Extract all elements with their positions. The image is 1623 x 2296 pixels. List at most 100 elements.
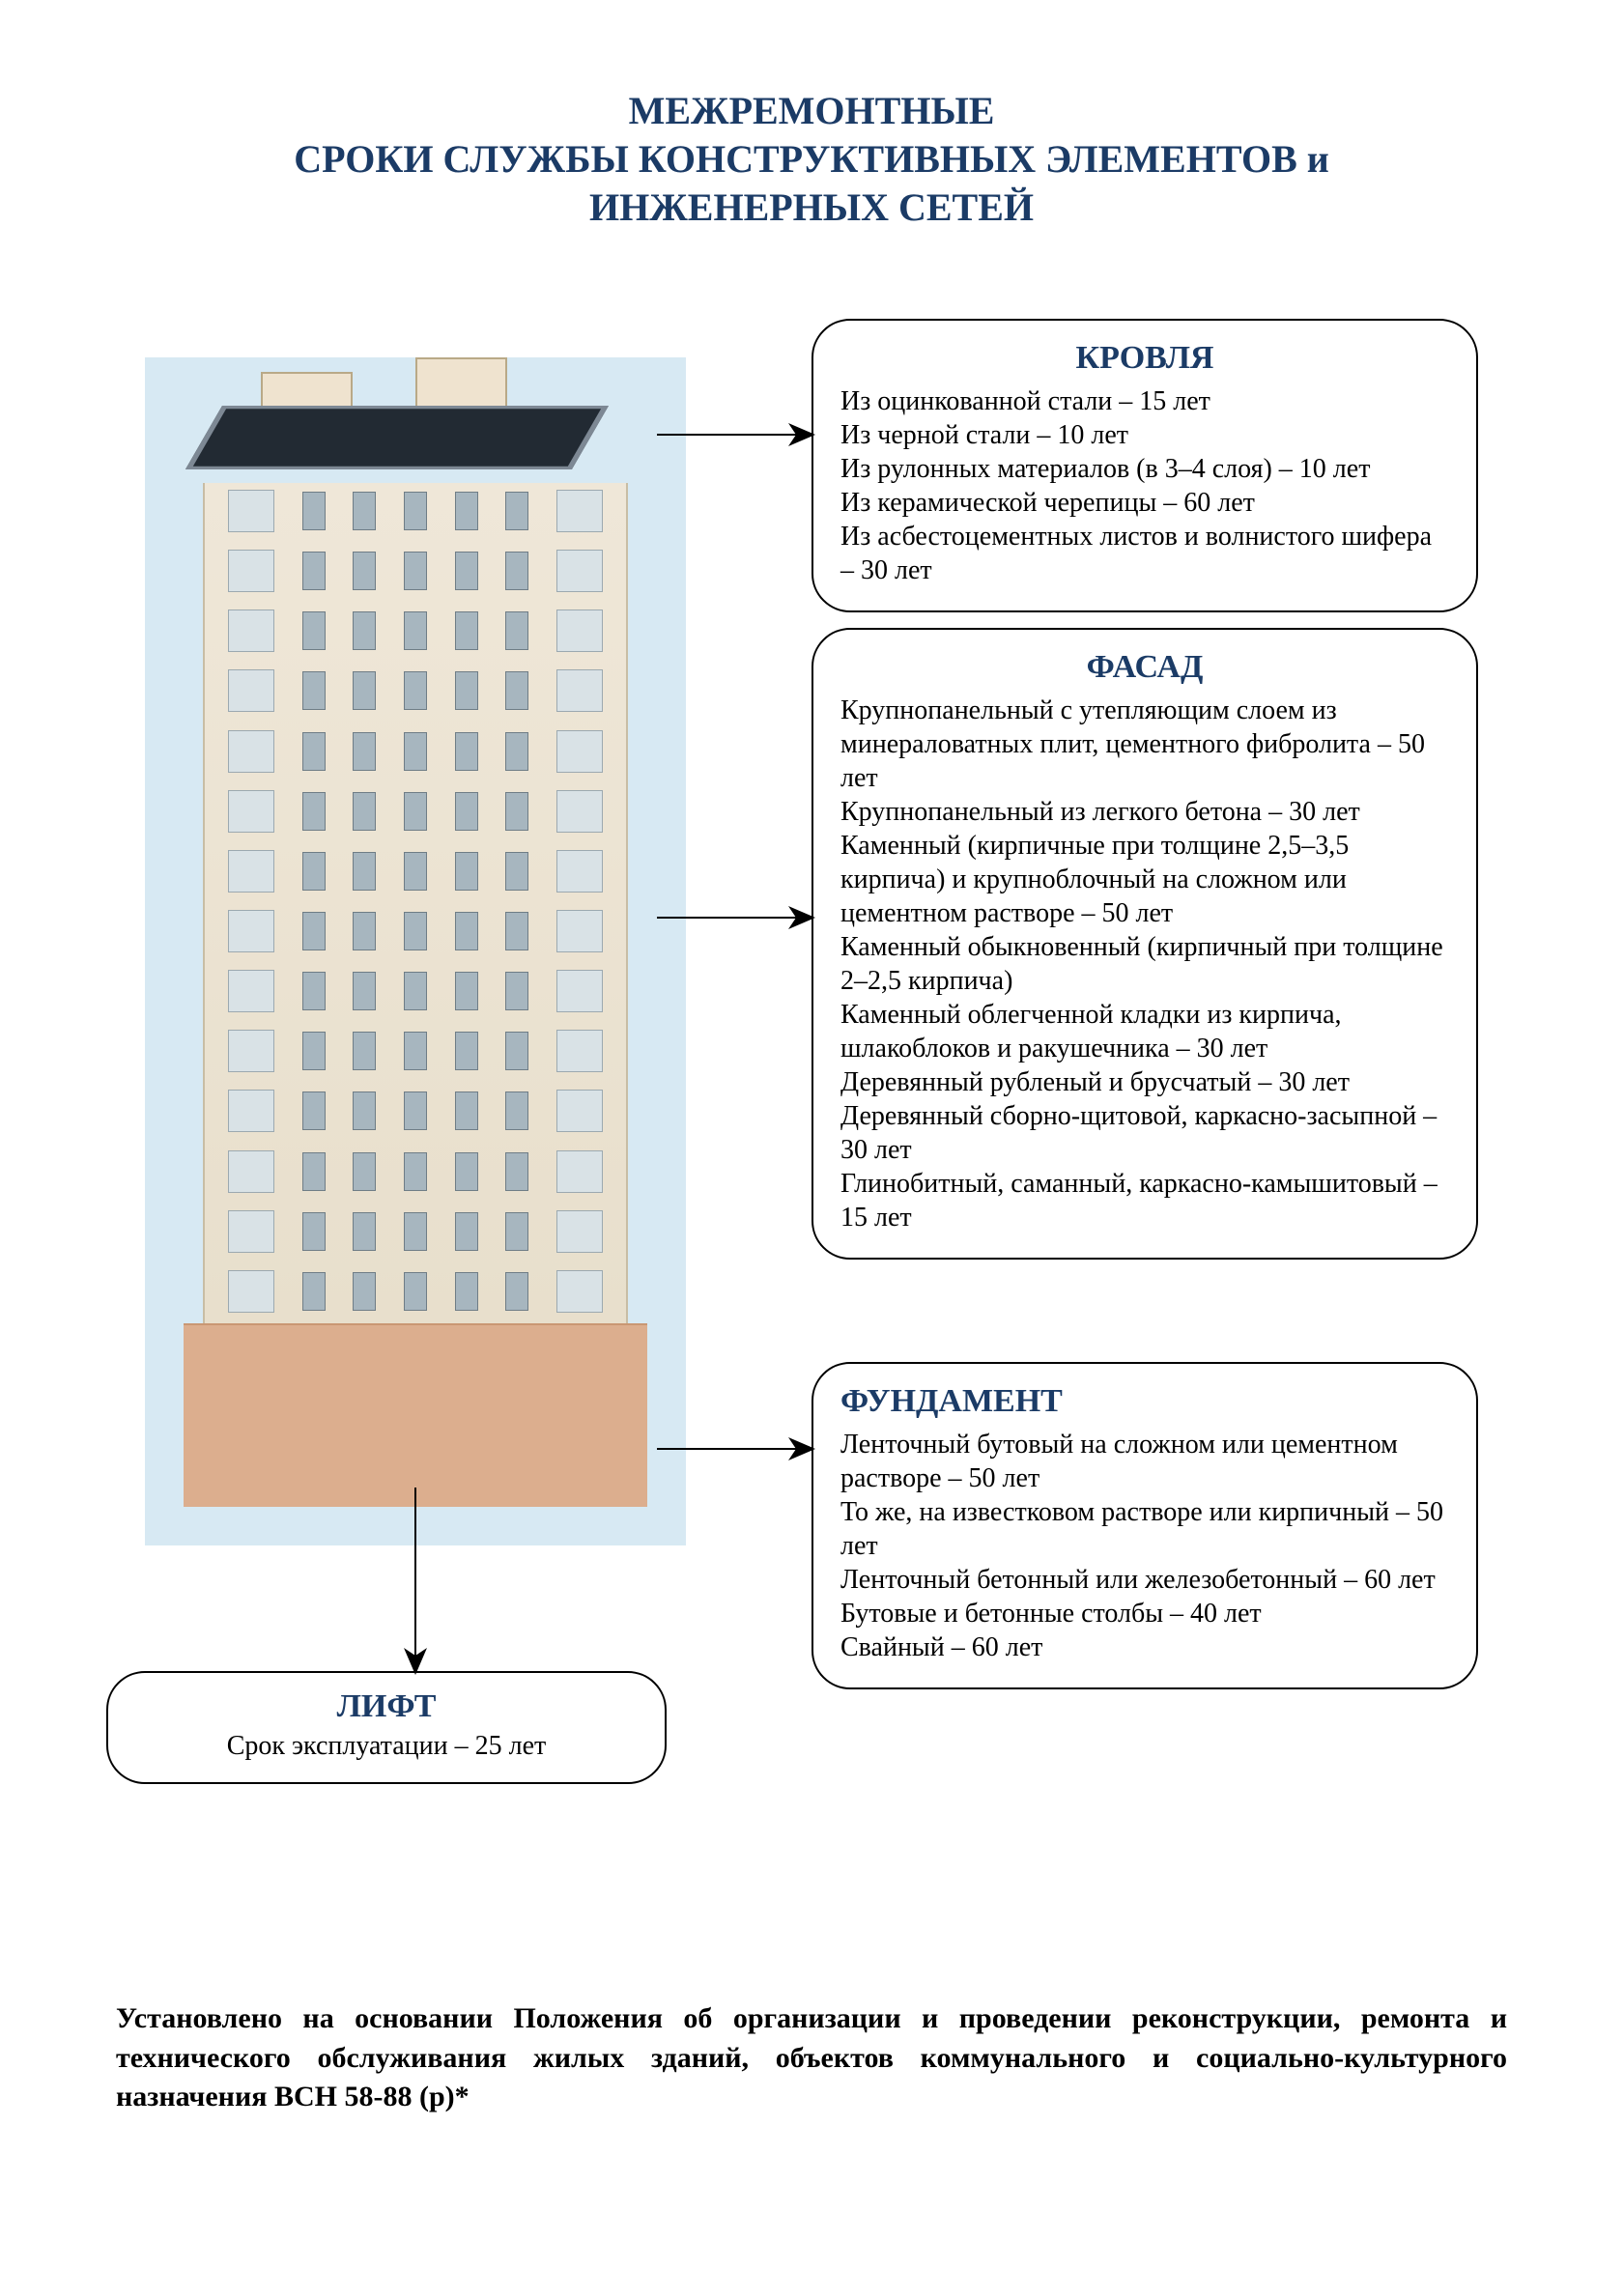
floor-row xyxy=(205,603,626,659)
window xyxy=(455,492,478,530)
facade-items-item: Глинобитный, саманный, каркасно-камышито… xyxy=(840,1167,1449,1234)
floor-row xyxy=(205,783,626,839)
roof-items-item: Из черной стали – 10 лет xyxy=(840,418,1449,452)
roof-items-item: Из рулонных материалов (в 3–4 слоя) – 10… xyxy=(840,452,1449,486)
window xyxy=(404,492,427,530)
balcony xyxy=(228,970,274,1012)
window xyxy=(353,1212,376,1251)
roof-unit-2 xyxy=(415,357,507,411)
floor-row xyxy=(205,963,626,1019)
window xyxy=(404,1152,427,1191)
window xyxy=(353,972,376,1010)
balcony xyxy=(556,550,603,592)
window xyxy=(404,552,427,590)
balcony xyxy=(556,669,603,712)
foundation-items: Ленточный бутовый на сложном или цементн… xyxy=(840,1428,1449,1664)
window xyxy=(455,1032,478,1070)
window xyxy=(302,1272,326,1311)
foundation-callout: ФУНДАМЕНТ Ленточный бутовый на сложном и… xyxy=(812,1362,1478,1689)
window xyxy=(455,611,478,650)
roof-heading: КРОВЛЯ xyxy=(840,340,1449,377)
window xyxy=(353,1091,376,1130)
balcony xyxy=(228,790,274,833)
window xyxy=(353,1152,376,1191)
window xyxy=(302,552,326,590)
window xyxy=(505,912,528,950)
balcony xyxy=(556,1150,603,1193)
building-base xyxy=(184,1323,647,1507)
foundation-items-item: Свайный – 60 лет xyxy=(840,1630,1449,1664)
title-line-2: СРОКИ СЛУЖБЫ КОНСТРУКТИВНЫХ ЭЛЕМЕНТОВ и xyxy=(116,135,1507,184)
window xyxy=(353,912,376,950)
window xyxy=(505,552,528,590)
floor-row xyxy=(205,663,626,719)
window xyxy=(455,912,478,950)
floor-row xyxy=(205,1023,626,1079)
footnote: Установлено на основании Положения об ор… xyxy=(116,1999,1507,2117)
floor-row xyxy=(205,723,626,780)
floor-row xyxy=(205,1144,626,1200)
floor-row xyxy=(205,843,626,899)
lift-text: Срок эксплуатации – 25 лет xyxy=(128,1729,645,1763)
roof-items: Из оцинкованной стали – 15 летИз черной … xyxy=(840,384,1449,587)
balcony xyxy=(228,490,274,532)
roof-items-item: Из асбестоцементных листов и волнистого … xyxy=(840,520,1449,587)
balcony xyxy=(228,669,274,712)
window xyxy=(353,552,376,590)
window xyxy=(505,1091,528,1130)
balcony xyxy=(556,850,603,893)
floor-row xyxy=(205,483,626,539)
foundation-items-item: Ленточный бетонный или железобетонный – … xyxy=(840,1563,1449,1597)
window xyxy=(505,972,528,1010)
window xyxy=(353,492,376,530)
balcony xyxy=(556,490,603,532)
page-title-block: МЕЖРЕМОНТНЫЕ СРОКИ СЛУЖБЫ КОНСТРУКТИВНЫХ… xyxy=(116,87,1507,232)
balcony xyxy=(556,910,603,952)
window xyxy=(455,732,478,771)
page: МЕЖРЕМОНТНЫЕ СРОКИ СЛУЖБЫ КОНСТРУКТИВНЫХ… xyxy=(0,0,1623,2233)
window xyxy=(455,671,478,710)
window xyxy=(404,792,427,831)
balcony xyxy=(556,609,603,652)
window xyxy=(302,1212,326,1251)
window xyxy=(505,492,528,530)
window xyxy=(302,1091,326,1130)
title-line-1: МЕЖРЕМОНТНЫЕ xyxy=(116,87,1507,135)
window xyxy=(302,492,326,530)
window xyxy=(353,1032,376,1070)
window xyxy=(302,611,326,650)
balcony xyxy=(556,1030,603,1072)
roof-slab xyxy=(185,406,609,469)
balcony xyxy=(228,1030,274,1072)
facade-callout: ФАСАД Крупнопанельный с утепляющим слоем… xyxy=(812,628,1478,1260)
balcony xyxy=(556,730,603,773)
facade-items-item: Деревянный сборно-щитовой, каркасно-засы… xyxy=(840,1099,1449,1167)
window xyxy=(404,852,427,891)
window xyxy=(505,1272,528,1311)
roof-callout: КРОВЛЯ Из оцинкованной стали – 15 летИз … xyxy=(812,319,1478,612)
lift-heading: ЛИФТ xyxy=(128,1688,645,1725)
window xyxy=(404,912,427,950)
window xyxy=(302,792,326,831)
lift-callout-wrapper: ЛИФТ Срок эксплуатации – 25 лет xyxy=(106,1671,667,1784)
facade-items-item: Каменный облегченной кладки из кирпича, … xyxy=(840,998,1449,1065)
floor-row xyxy=(205,1083,626,1139)
window xyxy=(302,1032,326,1070)
floor-row xyxy=(205,1204,626,1260)
balcony xyxy=(556,1090,603,1132)
window xyxy=(404,1212,427,1251)
balcony xyxy=(556,970,603,1012)
balcony xyxy=(228,550,274,592)
window xyxy=(505,671,528,710)
facade-items: Крупнопанельный с утепляющим слоем из ми… xyxy=(840,694,1449,1234)
window xyxy=(455,972,478,1010)
window xyxy=(455,1272,478,1311)
window xyxy=(302,1152,326,1191)
foundation-items-item: Ленточный бутовый на сложном или цементн… xyxy=(840,1428,1449,1495)
window xyxy=(404,1091,427,1130)
roof-items-item: Из оцинкованной стали – 15 лет xyxy=(840,384,1449,418)
facade-items-item: Каменный обыкновенный (кирпичный при тол… xyxy=(840,930,1449,998)
building-tower xyxy=(203,483,628,1323)
window xyxy=(404,611,427,650)
facade-items-item: Крупнопанельный с утепляющим слоем из ми… xyxy=(840,694,1449,795)
